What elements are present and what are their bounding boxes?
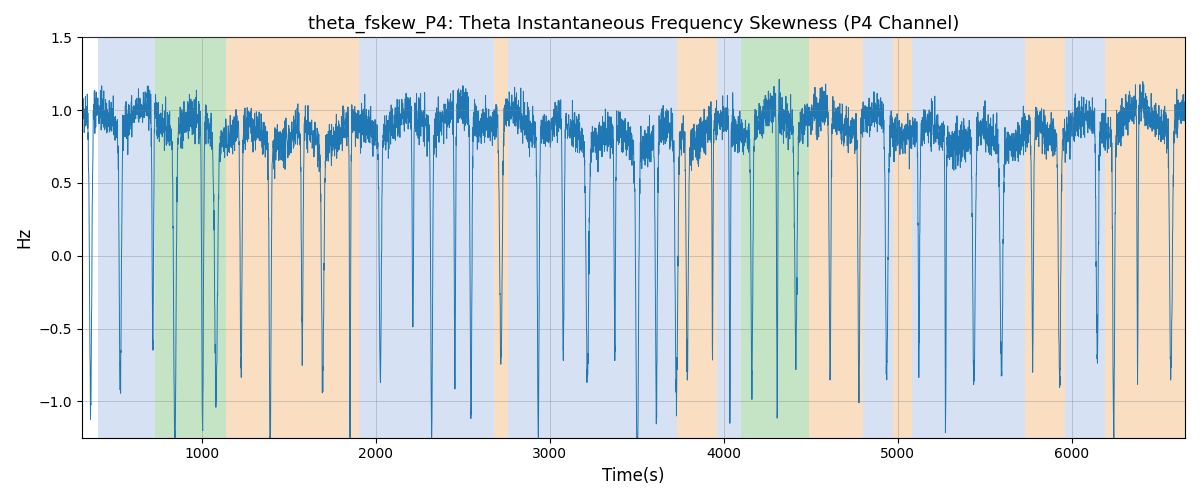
Bar — [809, 38, 863, 438]
Bar — [155, 38, 227, 438]
Bar — [716, 38, 742, 438]
Bar — [863, 38, 893, 438]
Y-axis label: Hz: Hz — [14, 227, 32, 248]
Bar — [359, 38, 494, 438]
Bar — [1064, 38, 1105, 438]
Bar — [742, 38, 809, 438]
Bar — [893, 38, 912, 438]
Bar — [912, 38, 1025, 438]
Bar — [1105, 38, 1186, 438]
Bar — [227, 38, 359, 438]
X-axis label: Time(s): Time(s) — [602, 467, 665, 485]
Bar — [1025, 38, 1064, 438]
Bar — [97, 38, 155, 438]
Bar — [677, 38, 716, 438]
Bar — [508, 38, 677, 438]
Title: theta_fskew_P4: Theta Instantaneous Frequency Skewness (P4 Channel): theta_fskew_P4: Theta Instantaneous Freq… — [307, 15, 959, 34]
Bar — [494, 38, 508, 438]
